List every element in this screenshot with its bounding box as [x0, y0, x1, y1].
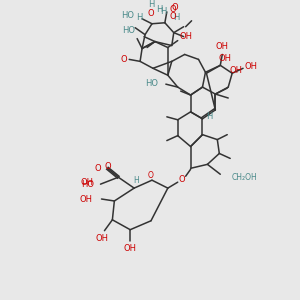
Text: O: O [121, 55, 128, 64]
Text: OH: OH [216, 42, 229, 51]
Text: H: H [148, 0, 154, 9]
Text: CH₂OH: CH₂OH [231, 173, 257, 182]
Text: H: H [156, 5, 162, 14]
Text: O: O [169, 5, 176, 14]
Text: H: H [173, 13, 180, 22]
Text: OH: OH [244, 62, 257, 71]
Text: O: O [178, 175, 185, 184]
Text: O: O [148, 9, 154, 18]
Text: H: H [160, 8, 166, 16]
Text: HO: HO [121, 11, 134, 20]
Text: HO: HO [145, 79, 158, 88]
Text: O: O [171, 3, 178, 12]
Text: H: H [136, 13, 142, 22]
Text: O: O [104, 162, 111, 171]
Text: OH: OH [179, 32, 192, 41]
Text: O: O [94, 164, 101, 173]
Text: H: H [206, 112, 213, 121]
Text: HO: HO [122, 26, 135, 35]
Text: OH: OH [96, 234, 109, 243]
Text: O: O [148, 171, 154, 180]
Text: OH: OH [80, 194, 93, 203]
Text: OH: OH [230, 66, 243, 75]
Text: H: H [133, 176, 139, 185]
Text: O: O [169, 12, 176, 21]
Text: OH: OH [124, 244, 137, 253]
Text: OH: OH [81, 178, 94, 187]
Text: OH: OH [219, 54, 232, 63]
Text: HO: HO [82, 180, 94, 189]
